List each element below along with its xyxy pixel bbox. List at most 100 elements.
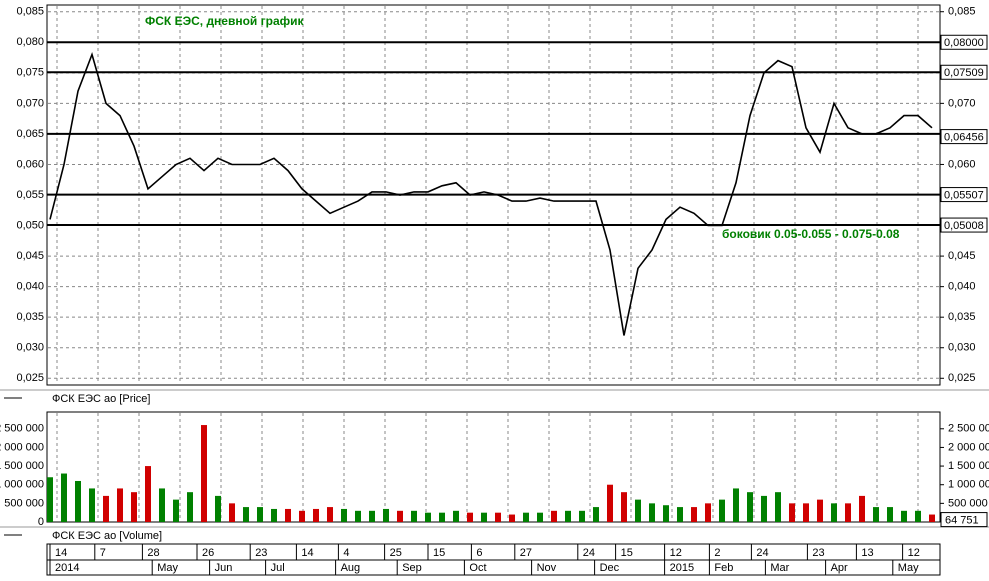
x-tick-label: 27 — [520, 547, 532, 559]
last-price-box — [940, 129, 988, 145]
volume-bar — [691, 507, 697, 522]
y-tick-label: 0,040 — [948, 281, 976, 293]
y-tick-label: 0,030 — [948, 342, 976, 354]
x-tick-label: 23 — [255, 547, 267, 559]
volume-bar — [901, 510, 907, 522]
y-tick-label: 0,045 — [948, 250, 976, 262]
x-tick-label: 24 — [756, 547, 768, 559]
volume-bar — [803, 503, 809, 522]
volume-bar — [551, 510, 557, 522]
level-label-box — [940, 34, 988, 50]
y-tick-label: 0,050 — [16, 219, 44, 231]
volume-bar — [89, 488, 95, 522]
y-tick-label: 2 000 000 — [0, 441, 44, 453]
y-tick-label: 1 000 000 — [0, 479, 44, 491]
y-tick-label: 0,035 — [16, 311, 44, 323]
volume-bar — [887, 507, 893, 522]
volume-bar — [257, 507, 263, 522]
y-tick-label: 0,060 — [16, 158, 44, 170]
volume-bar — [509, 514, 515, 522]
y-tick-label: 1 000 000 — [948, 479, 989, 491]
x-period-label: Aug — [341, 562, 361, 574]
volume-bar — [747, 492, 753, 522]
last-volume-label: 64 751 — [945, 514, 979, 526]
level-label: 0,08000 — [944, 37, 984, 49]
level-label: 0,07509 — [944, 67, 984, 79]
volume-bar — [845, 503, 851, 522]
x-tick-label: 14 — [301, 547, 313, 559]
x-period-label: Jun — [215, 562, 233, 574]
level-label-box — [940, 187, 988, 203]
volume-bar — [649, 503, 655, 522]
level-label: 0,05507 — [944, 189, 984, 201]
volume-bar — [243, 507, 249, 522]
volume-bar — [299, 510, 305, 522]
x-period-label: Feb — [714, 562, 733, 574]
volume-bar — [47, 477, 53, 522]
volume-bar — [915, 510, 921, 522]
x-tick-label: 12 — [670, 547, 682, 559]
x-tick-label: 6 — [476, 547, 482, 559]
x-period-label: Sep — [402, 562, 422, 574]
legend-price: ФСК ЕЭС ао [Price] — [52, 393, 150, 405]
volume-bar — [677, 507, 683, 522]
y-tick-label: 0,025 — [948, 372, 976, 384]
volume-bar — [481, 512, 487, 522]
y-tick-label: 0,025 — [16, 372, 44, 384]
volume-bar — [523, 512, 529, 522]
y-tick-label: 0,035 — [948, 311, 976, 323]
volume-bar — [173, 499, 179, 522]
y-tick-label: 0,075 — [16, 67, 44, 79]
last-price-label: 0,06456 — [944, 132, 984, 144]
volume-bar — [761, 495, 767, 522]
y-tick-label: 0,060 — [948, 158, 976, 170]
volume-bar — [537, 512, 543, 522]
annotation: боковик 0.05-0.055 - 0.075-0.08 — [722, 227, 900, 241]
x-tick-label: 15 — [621, 547, 633, 559]
y-tick-label: 500 000 — [948, 497, 988, 509]
x-period-label: Jul — [271, 562, 285, 574]
x-tick-label: 23 — [812, 547, 824, 559]
y-tick-label: 0,030 — [16, 342, 44, 354]
x-period-label: May — [898, 562, 919, 574]
y-tick-label: 2 500 000 — [0, 423, 44, 435]
y-tick-label: 0,065 — [16, 128, 44, 140]
volume-bar — [313, 508, 319, 522]
x-period-label: Nov — [537, 562, 557, 574]
y-tick-label: 2 000 000 — [948, 441, 989, 453]
volume-bar — [593, 507, 599, 522]
volume-bar — [61, 473, 67, 522]
x-period-label: May — [157, 562, 178, 574]
volume-bar — [579, 510, 585, 522]
volume-bar — [817, 499, 823, 522]
volume-bar — [201, 425, 207, 522]
volume-bar — [383, 508, 389, 522]
level-label-box — [940, 217, 988, 233]
volume-bar — [733, 488, 739, 522]
level-label-box — [940, 64, 988, 80]
volume-bar — [271, 508, 277, 522]
x-period-label: Apr — [831, 562, 848, 574]
volume-bar — [397, 510, 403, 522]
volume-bar — [187, 492, 193, 522]
volume-bar — [131, 492, 137, 522]
x-period-label: 2014 — [55, 562, 79, 574]
x-period-label: Mar — [770, 562, 789, 574]
y-tick-label: 0,040 — [16, 281, 44, 293]
volume-bar — [789, 503, 795, 522]
y-tick-label: 0 — [38, 516, 44, 528]
y-tick-label: 0,080 — [16, 36, 44, 48]
volume-bar — [117, 488, 123, 522]
volume-bar — [831, 503, 837, 522]
x-period-label: 2015 — [670, 562, 694, 574]
volume-bar — [341, 508, 347, 522]
volume-bar — [621, 492, 627, 522]
y-tick-label: 1 500 000 — [948, 460, 989, 472]
y-tick-label: 2 500 000 — [948, 423, 989, 435]
volume-bar — [75, 480, 81, 522]
volume-bar — [159, 488, 165, 522]
volume-bar — [467, 512, 473, 522]
volume-bar — [775, 492, 781, 522]
